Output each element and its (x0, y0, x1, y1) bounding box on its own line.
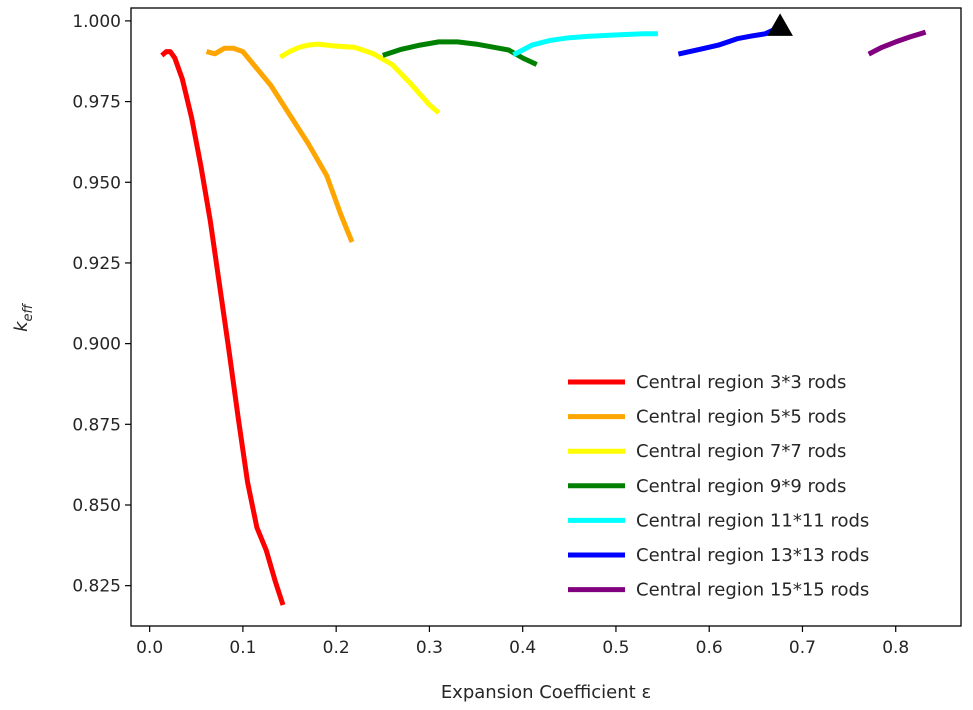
series-lines (160, 25, 927, 606)
y-tick-label: 0.850 (72, 496, 121, 516)
legend-label-7: Central region 15*15 rods (636, 580, 869, 601)
y-tick-label: 0.825 (72, 577, 121, 597)
x-tick-label: 0.0 (136, 638, 163, 658)
y-axis-ticks: 0.825 0.850 0.875 0.900 0.925 0.950 0.975 1.000 (72, 12, 131, 597)
y-tick-label: 1.000 (72, 12, 121, 32)
x-tick-label: 0.3 (416, 638, 443, 658)
plot-area-frame (130, 7, 962, 627)
x-tick-label: 0.4 (509, 638, 536, 658)
x-axis-label: Expansion Coefficient ε (441, 682, 651, 703)
triangle-marker (767, 13, 793, 36)
series-line-2 (205, 45, 355, 243)
legend-label-2: Central region 5*5 rods (636, 407, 846, 428)
x-tick-label: 0.7 (789, 638, 816, 658)
x-tick-label: 0.6 (696, 638, 723, 658)
y-axis-label: keff (11, 302, 36, 331)
x-tick-label: 0.1 (229, 638, 256, 658)
legend-label-3: Central region 7*7 rods (636, 441, 846, 462)
y-axis-label-sub: eff (21, 302, 36, 321)
x-axis-ticks: 0.0 0.1 0.2 0.3 0.4 0.5 0.6 0.7 0.8 (136, 626, 909, 658)
legend: Central region 3*3 rods Central region 5*… (568, 372, 869, 601)
y-tick-label: 0.950 (72, 173, 121, 193)
series-line-3 (278, 41, 441, 115)
x-tick-label: 0.5 (602, 638, 629, 658)
y-tick-label: 0.900 (72, 335, 121, 355)
legend-label-1: Central region 3*3 rods (636, 372, 846, 393)
series-line-1 (160, 49, 286, 606)
series-line-6 (677, 25, 781, 57)
legend-label-5: Central region 11*11 rods (636, 510, 869, 531)
x-tick-label: 0.2 (323, 638, 350, 658)
legend-label-6: Central region 13*13 rods (636, 545, 869, 566)
y-tick-label: 0.875 (72, 415, 121, 435)
series-line-5 (512, 31, 658, 58)
y-axis-label-main: k (11, 320, 32, 332)
marker-group (767, 13, 793, 36)
y-tick-label: 0.925 (72, 254, 121, 274)
x-tick-label: 0.8 (882, 638, 909, 658)
y-tick-label: 0.975 (72, 93, 121, 113)
legend-label-4: Central region 9*9 rods (636, 476, 846, 497)
series-line-7 (867, 29, 927, 57)
